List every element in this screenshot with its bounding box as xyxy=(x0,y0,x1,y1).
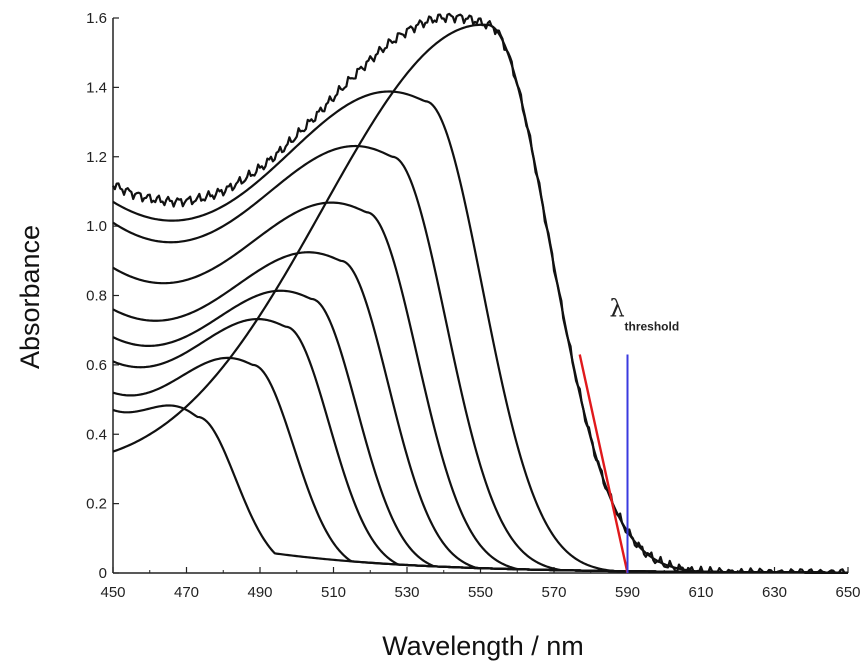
threshold-fit-line xyxy=(578,354,629,574)
threshold-annotation-subscript: threshold xyxy=(625,319,680,333)
y-tick-label: 1.4 xyxy=(86,79,107,96)
y-tick-labels: 0 0.2 0.4 0.6 0.8 1.0 1.2 1.4 1.6 xyxy=(86,10,107,582)
y-tick-label: 1.0 xyxy=(86,218,107,235)
y-tick-label: 0.4 xyxy=(86,426,107,443)
x-tick-labels: 450 470 490 510 530 550 570 590 610 630 650 xyxy=(100,584,860,601)
spectrum-line xyxy=(112,90,848,574)
x-tick-label: 630 xyxy=(762,584,787,601)
threshold-annotation: λ xyxy=(610,294,625,322)
x-tick-label: 570 xyxy=(541,584,566,601)
x-tick-label: 470 xyxy=(174,584,199,601)
x-tick-label: 530 xyxy=(394,584,419,601)
spectrum-line xyxy=(112,251,848,574)
x-tick-label: 510 xyxy=(321,584,346,601)
x-tick-label: 550 xyxy=(468,584,493,601)
x-tick-label: 490 xyxy=(247,584,272,601)
y-tick-label: 0.8 xyxy=(86,288,107,305)
spectra-series xyxy=(112,12,848,574)
x-tick-label: 450 xyxy=(100,584,125,601)
spectrum-line xyxy=(112,12,848,574)
y-axis-title: Absorbance xyxy=(15,225,45,369)
y-tick-label: 1.2 xyxy=(86,149,107,166)
y-tick-label: 0.2 xyxy=(86,496,107,513)
x-tick-label: 590 xyxy=(615,584,640,601)
spectrum-line xyxy=(112,201,848,574)
x-tick-label: 610 xyxy=(688,584,713,601)
y-tick-label: 1.6 xyxy=(86,10,107,27)
x-tick-label: 650 xyxy=(835,584,860,601)
y-tick-label: 0.6 xyxy=(86,357,107,374)
y-tick-label: 0 xyxy=(99,565,107,582)
spectrum-line xyxy=(112,289,848,574)
spectrum-line xyxy=(112,23,848,574)
x-axis-title: Wavelength / nm xyxy=(382,631,584,661)
spectrum-line xyxy=(112,144,848,574)
spectrum-line xyxy=(112,404,848,574)
